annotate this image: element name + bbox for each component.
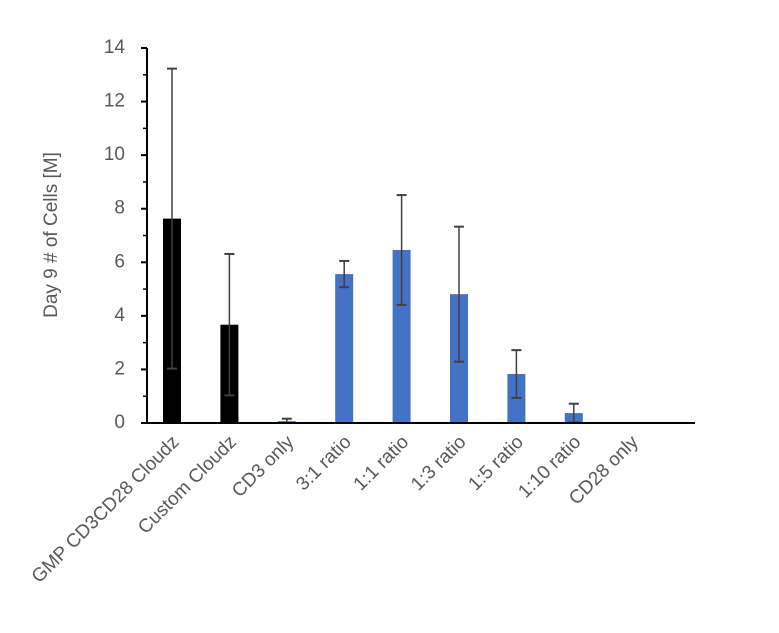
y-axis: 0 2 4 6 8 10 12 14	[104, 37, 148, 433]
y-tick-label: 8	[114, 198, 125, 219]
y-tick-label: 10	[104, 144, 125, 165]
bar	[392, 249, 411, 423]
y-tick-label: 4	[114, 305, 125, 326]
bar	[335, 274, 354, 423]
bars	[163, 218, 583, 423]
x-tick-label: 1:3 ratio	[407, 432, 470, 495]
y-axis-title: Day 9 # of Cells [M]	[41, 152, 62, 318]
y-tick-label: 0	[114, 412, 125, 433]
y-tick-label: 6	[114, 251, 125, 272]
y-tick-label: 12	[104, 91, 125, 112]
x-tick-label: Custom Cloudz	[134, 432, 241, 539]
x-tick-label: CD3 only	[228, 431, 298, 501]
x-tick-label: 3:1 ratio	[292, 432, 355, 495]
error-bars	[167, 67, 579, 424]
x-tick-label: 1:1 ratio	[350, 432, 413, 495]
y-tick-label: 2	[114, 358, 125, 379]
y-tick-label: 14	[104, 37, 126, 58]
